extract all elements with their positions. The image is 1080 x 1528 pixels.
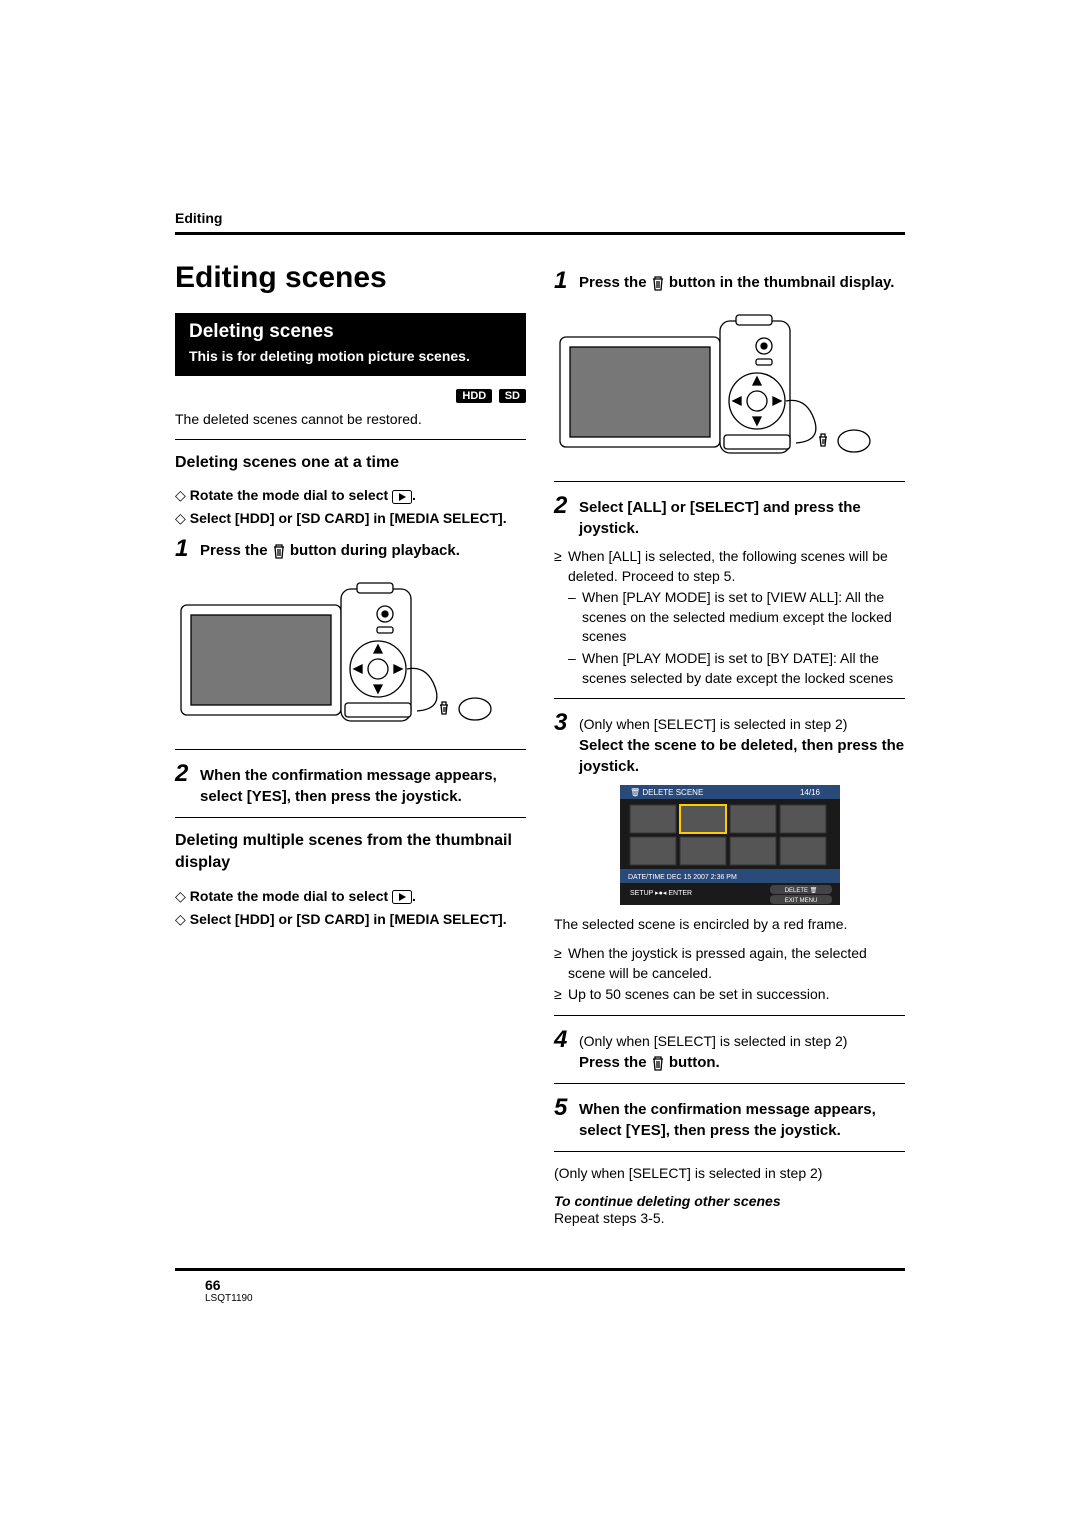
diamond-icon: ◇ — [175, 487, 186, 503]
topic-title: Deleting scenes — [189, 321, 512, 343]
page-number: 66 — [205, 1277, 905, 1293]
diamond-icon: ◇ — [175, 510, 186, 526]
numbered-step: 1 Press the button during playback. — [175, 537, 526, 561]
bullet-list: When [ALL] is selected, the following sc… — [554, 547, 905, 688]
step-text: Select [ALL] or [SELECT] and press the j… — [579, 494, 905, 539]
svg-text:🗑 DELETE SCENE: 🗑 DELETE SCENE — [630, 788, 703, 797]
divider — [175, 817, 526, 818]
numbered-step: 2 Select [ALL] or [SELECT] and press the… — [554, 494, 905, 539]
numbered-step: 4 (Only when [SELECT] is selected in ste… — [554, 1028, 905, 1073]
diamond-icon: ◇ — [175, 911, 186, 927]
prep-text: Rotate the mode dial to select — [190, 888, 392, 904]
prep-step: ◇Rotate the mode dial to select . — [175, 485, 526, 506]
step-number: 4 — [554, 1028, 572, 1052]
play-mode-icon — [392, 890, 412, 904]
svg-text:DELETE 🗑: DELETE 🗑 — [784, 886, 817, 894]
numbered-step: 5 When the confirmation message appears,… — [554, 1096, 905, 1141]
divider — [554, 1151, 905, 1152]
delete-scene-screen: 🗑 DELETE SCENE 14/16 DATE/TIME DEC 15 20… — [620, 785, 840, 905]
svg-text:14/16: 14/16 — [799, 788, 820, 797]
divider — [554, 1015, 905, 1016]
step-text: (Only when [SELECT] is selected in step … — [579, 711, 905, 777]
prep-step: ◇Select [HDD] or [SD CARD] in [MEDIA SEL… — [175, 508, 526, 529]
sub-bullet-item: When [PLAY MODE] is set to [VIEW ALL]: A… — [582, 588, 905, 647]
sub-bullet-list: When [PLAY MODE] is set to [VIEW ALL]: A… — [568, 588, 905, 688]
step-condition: (Only when [SELECT] is selected in step … — [579, 716, 847, 732]
caption-text: The selected scene is encircled by a red… — [554, 915, 905, 934]
diamond-icon: ◇ — [175, 888, 186, 904]
prep-step: ◇Select [HDD] or [SD CARD] in [MEDIA SEL… — [175, 909, 526, 930]
prep-step: ◇Rotate the mode dial to select . — [175, 886, 526, 907]
step-number: 1 — [175, 537, 193, 561]
step-number: 2 — [554, 494, 572, 518]
trash-icon — [651, 1055, 665, 1071]
trash-icon — [651, 275, 665, 291]
divider — [175, 439, 526, 440]
page-title: Editing scenes — [175, 261, 526, 295]
numbered-step: 2 When the confirmation message appears,… — [175, 762, 526, 807]
bullet-item: When [ALL] is selected, the following sc… — [568, 547, 905, 688]
tail-condition: (Only when [SELECT] is selected in step … — [554, 1164, 905, 1183]
document-id: LSQT1190 — [205, 1293, 905, 1304]
divider — [554, 1083, 905, 1084]
left-column: Editing scenes Deleting scenes This is f… — [175, 261, 526, 1238]
svg-text:SETUP ▸●◂ ENTER: SETUP ▸●◂ ENTER — [630, 890, 692, 897]
bullet-item: Up to 50 scenes can be set in succession… — [568, 985, 905, 1005]
step-text: (Only when [SELECT] is selected in step … — [579, 1028, 847, 1073]
tail-heading: To continue deleting other scenes — [554, 1193, 905, 1209]
tail-body: Repeat steps 3-5. — [554, 1209, 905, 1228]
divider — [554, 698, 905, 699]
step-number: 3 — [554, 711, 572, 735]
intro-text: The deleted scenes cannot be restored. — [175, 410, 526, 429]
step-number: 5 — [554, 1096, 572, 1120]
topic-subtitle: This is for deleting motion picture scen… — [189, 347, 512, 366]
divider — [554, 481, 905, 482]
header-rule — [175, 232, 905, 235]
bullet-text: When [ALL] is selected, the following sc… — [568, 548, 888, 584]
step-text: When the confirmation message appears, s… — [200, 762, 526, 807]
step-text: Press the button in the thumbnail displa… — [579, 269, 894, 293]
sd-badge: SD — [499, 389, 526, 403]
media-badges: HDD SD — [175, 386, 526, 404]
svg-text:DATE/TIME DEC 15 2007 2:36: DATE/TIME DEC 15 2007 2:36 PM — [628, 874, 737, 881]
step-number: 1 — [554, 269, 572, 293]
step-instruction: Select the scene to be deleted, then pre… — [579, 737, 904, 775]
prep-text: Select [HDD] or [SD CARD] in [MEDIA SELE… — [190, 510, 507, 526]
page: Editing Editing scenes Deleting scenes T… — [0, 0, 1080, 1384]
numbered-step: 1 Press the button in the thumbnail disp… — [554, 269, 905, 293]
subheading-multiple: Deleting multiple scenes from the thumbn… — [175, 830, 526, 873]
topic-box: Deleting scenes This is for deleting mot… — [175, 313, 526, 376]
step-number: 2 — [175, 762, 193, 786]
numbered-step: 3 (Only when [SELECT] is selected in ste… — [554, 711, 905, 777]
step-text: Press the button during playback. — [200, 537, 460, 561]
right-column: 1 Press the button in the thumbnail disp… — [554, 261, 905, 1238]
divider — [175, 749, 526, 750]
two-column-layout: Editing scenes Deleting scenes This is f… — [175, 261, 905, 1238]
bullet-item: When the joystick is pressed again, the … — [568, 944, 905, 983]
camera-illustration — [175, 569, 495, 739]
subheading-one-at-a-time: Deleting scenes one at a time — [175, 452, 526, 474]
svg-text:EXIT MENU: EXIT MENU — [784, 898, 817, 904]
prep-text: Rotate the mode dial to select — [190, 487, 392, 503]
step-text: When the confirmation message appears, s… — [579, 1096, 905, 1141]
sub-bullet-item: When [PLAY MODE] is set to [BY DATE]: Al… — [582, 649, 905, 688]
bullet-list: When the joystick is pressed again, the … — [554, 944, 905, 1005]
play-mode-icon — [392, 490, 412, 504]
section-header: Editing — [175, 210, 905, 226]
step-condition: (Only when [SELECT] is selected in step … — [579, 1033, 847, 1049]
prep-text: Select [HDD] or [SD CARD] in [MEDIA SELE… — [190, 911, 507, 927]
camera-illustration — [554, 301, 874, 471]
hdd-badge: HDD — [456, 389, 492, 403]
trash-icon — [272, 543, 286, 559]
footer-rule — [175, 1268, 905, 1271]
